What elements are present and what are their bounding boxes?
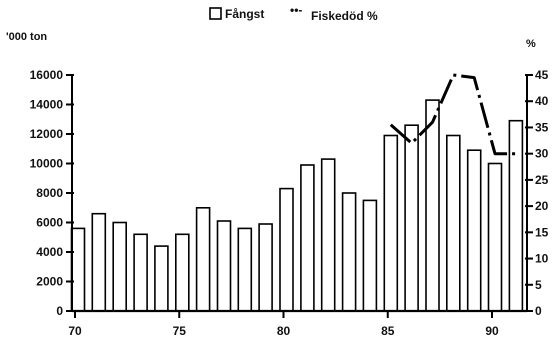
bar-1981 (300, 164, 315, 312)
legend-line-swatch: ••- (290, 3, 302, 17)
bar-1983 (341, 192, 357, 312)
left-tick-label: 6000 (36, 216, 63, 230)
x-tick-label: 85 (381, 324, 395, 338)
right-tick-label: 30 (535, 147, 549, 161)
left-tick-label: 14000 (30, 98, 64, 112)
right-tick-label: 40 (535, 94, 549, 108)
right-tick-label: 15 (535, 225, 549, 239)
left-tick-label: 0 (56, 304, 63, 318)
bar-1970 (70, 227, 86, 312)
bar-1987 (425, 99, 440, 312)
bars-group (70, 99, 524, 312)
x-tick-label: 75 (173, 324, 187, 338)
axes-group: 0 2000 4000 6000 8000 10000 12000 14000 16000 0 5 1… (30, 68, 549, 338)
left-unit-label: '000 ton (6, 31, 47, 43)
bar-1974 (154, 245, 169, 312)
legend-label-fiskedod: Fiskedöd % (311, 9, 378, 23)
legend-label-fangst: Fångst (225, 7, 264, 21)
right-tick-label: 0 (535, 304, 542, 318)
bar-1984 (362, 199, 378, 312)
left-tick-label: 4000 (36, 245, 63, 259)
bar-1973 (133, 233, 148, 312)
bar-1977 (216, 220, 232, 312)
left-tick-label: 16000 (30, 68, 64, 82)
right-tick-label: 10 (535, 252, 549, 266)
right-tick-label: 20 (535, 199, 549, 213)
left-tick-label: 12000 (30, 127, 64, 141)
bar-1982 (320, 158, 336, 312)
bar-1989 (466, 149, 482, 312)
bar-1985 (383, 134, 399, 312)
right-tick-label: 35 (535, 120, 549, 134)
right-tick-label: 5 (535, 278, 542, 292)
left-tick-label: 2000 (36, 275, 63, 289)
bar-1971 (91, 212, 107, 312)
x-tick-label: 90 (485, 324, 499, 338)
bar-1976 (195, 207, 211, 312)
bar-1988 (445, 134, 461, 312)
legend: Fångst ••- Fiskedöd % (209, 3, 378, 23)
bar-1991 (508, 119, 524, 312)
bar-1972 (112, 221, 127, 312)
right-unit-label: % (526, 38, 536, 50)
legend-bar-swatch (209, 7, 222, 20)
line-group (389, 73, 517, 156)
left-tick-label: 8000 (36, 186, 63, 200)
bar-1975 (175, 233, 190, 312)
right-tick-label: 45 (535, 68, 549, 82)
bar-1980 (279, 187, 294, 312)
bar-1979 (258, 223, 273, 312)
x-tick-label: 80 (277, 324, 291, 338)
bar-1986 (404, 124, 419, 312)
x-tick-label: 70 (68, 324, 82, 338)
bar-1978 (237, 227, 253, 312)
left-tick-label: 10000 (30, 157, 64, 171)
bar-1990 (487, 162, 503, 312)
right-tick-label: 25 (535, 173, 549, 187)
